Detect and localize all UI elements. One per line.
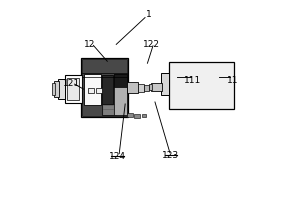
Text: 111: 111 (184, 76, 201, 85)
Bar (96, 88, 102, 93)
Bar (114, 74, 127, 87)
Text: 122: 122 (142, 40, 160, 49)
Bar (138, 84, 144, 92)
Bar (64, 75, 82, 103)
Bar (148, 84, 152, 90)
Bar (67, 78, 80, 100)
Bar (134, 114, 140, 118)
Bar (82, 59, 127, 116)
Text: 11: 11 (227, 76, 238, 85)
Bar (114, 74, 127, 115)
Bar (54, 81, 58, 97)
Bar (88, 88, 94, 93)
Bar (58, 79, 65, 99)
Bar (82, 58, 128, 117)
Text: 12: 12 (84, 40, 95, 49)
Text: 121: 121 (63, 79, 80, 88)
Text: 124: 124 (109, 152, 126, 161)
Bar (142, 114, 146, 117)
Bar (84, 74, 101, 105)
Bar (102, 75, 113, 104)
Bar (52, 83, 55, 95)
Bar (127, 82, 138, 93)
Bar (127, 113, 133, 117)
Text: 123: 123 (162, 151, 179, 160)
Bar (151, 83, 162, 91)
Bar (102, 104, 116, 115)
Bar (169, 62, 234, 109)
Text: 1: 1 (146, 10, 152, 19)
Bar (144, 85, 149, 91)
Bar (161, 73, 169, 95)
